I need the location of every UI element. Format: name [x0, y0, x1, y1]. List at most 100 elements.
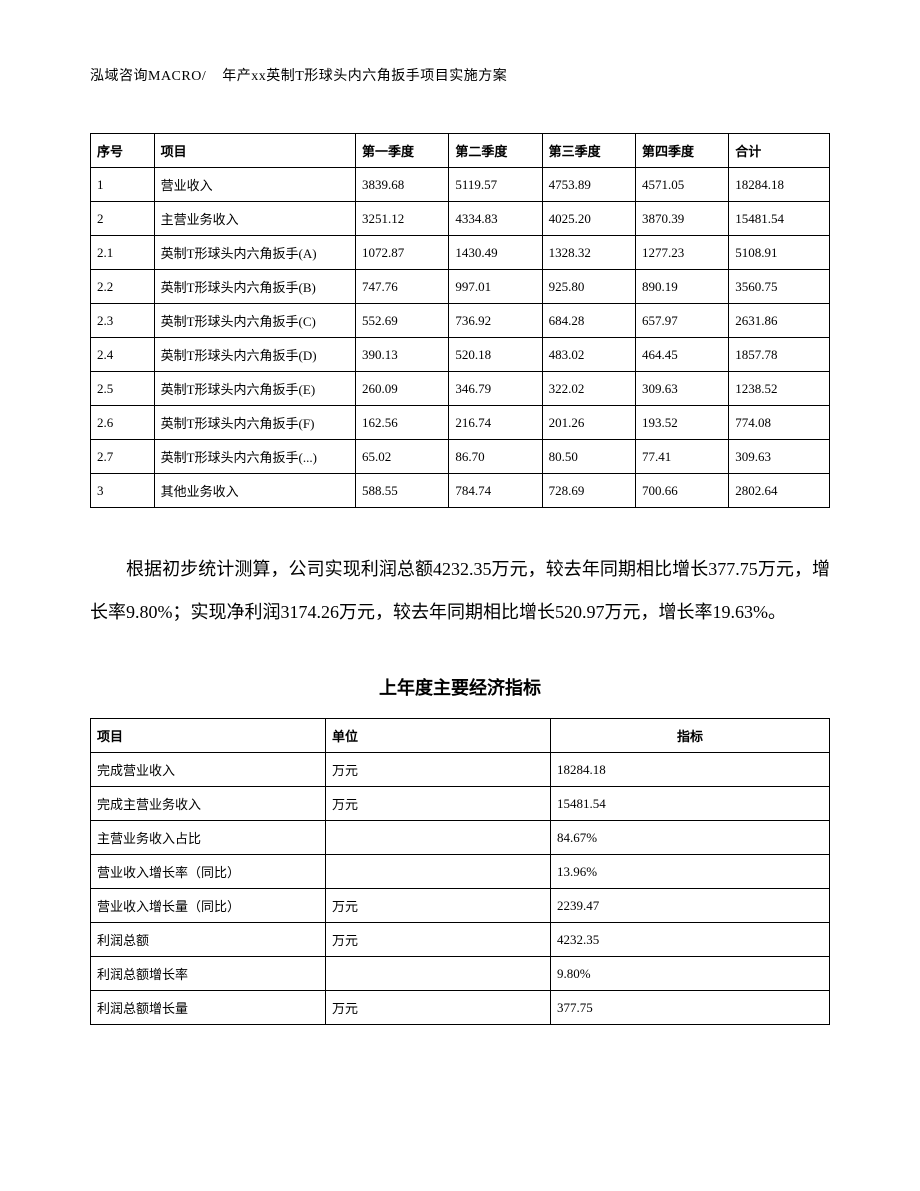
table-cell: 552.69 [356, 304, 449, 338]
table-cell: 483.02 [542, 338, 635, 372]
table-cell: 700.66 [635, 474, 728, 508]
table-row: 营业收入增长率（同比）13.96% [91, 855, 830, 889]
table-cell: 736.92 [449, 304, 542, 338]
table-cell: 997.01 [449, 270, 542, 304]
table-cell: 3 [91, 474, 155, 508]
table-cell: 3251.12 [356, 202, 449, 236]
page-header: 泓域咨询MACRO/ 年产xx英制T形球头内六角扳手项目实施方案 [90, 65, 830, 85]
table-cell: 3839.68 [356, 168, 449, 202]
table-cell: 3560.75 [729, 270, 830, 304]
table-cell: 营业收入增长率（同比） [91, 855, 326, 889]
table-cell: 利润总额 [91, 923, 326, 957]
table-cell: 英制T形球头内六角扳手(C) [154, 304, 355, 338]
table-header-row: 项目 单位 指标 [91, 719, 830, 753]
table-cell: 2.3 [91, 304, 155, 338]
table-cell [326, 855, 551, 889]
table-cell: 1072.87 [356, 236, 449, 270]
table-cell: 925.80 [542, 270, 635, 304]
table-cell: 完成营业收入 [91, 753, 326, 787]
table-row: 1营业收入3839.685119.574753.894571.0518284.1… [91, 168, 830, 202]
table-cell: 2.6 [91, 406, 155, 440]
table-cell: 2239.47 [551, 889, 830, 923]
table-row: 2.5英制T形球头内六角扳手(E)260.09346.79322.02309.6… [91, 372, 830, 406]
table-row: 2.4英制T形球头内六角扳手(D)390.13520.18483.02464.4… [91, 338, 830, 372]
table-row: 主营业务收入占比84.67% [91, 821, 830, 855]
table-cell: 162.56 [356, 406, 449, 440]
table-cell: 774.08 [729, 406, 830, 440]
table-cell: 5108.91 [729, 236, 830, 270]
col-header: 序号 [91, 134, 155, 168]
table-cell: 84.67% [551, 821, 830, 855]
col-header: 合计 [729, 134, 830, 168]
table-cell: 英制T形球头内六角扳手(A) [154, 236, 355, 270]
table-cell: 1328.32 [542, 236, 635, 270]
table-cell: 520.18 [449, 338, 542, 372]
table-cell: 其他业务收入 [154, 474, 355, 508]
table-cell: 英制T形球头内六角扳手(D) [154, 338, 355, 372]
table-cell [326, 957, 551, 991]
table-row: 完成主营业务收入万元15481.54 [91, 787, 830, 821]
table-cell: 309.63 [729, 440, 830, 474]
table-row: 2.6英制T形球头内六角扳手(F)162.56216.74201.26193.5… [91, 406, 830, 440]
table-cell: 英制T形球头内六角扳手(E) [154, 372, 355, 406]
table-cell: 2.2 [91, 270, 155, 304]
table-cell: 万元 [326, 787, 551, 821]
table-cell: 4025.20 [542, 202, 635, 236]
col-header: 第四季度 [635, 134, 728, 168]
table-row: 2.2英制T形球头内六角扳手(B)747.76997.01925.80890.1… [91, 270, 830, 304]
table-cell: 利润总额增长率 [91, 957, 326, 991]
table-cell: 322.02 [542, 372, 635, 406]
table-cell: 9.80% [551, 957, 830, 991]
table-cell: 377.75 [551, 991, 830, 1025]
table-cell: 2631.86 [729, 304, 830, 338]
table-cell: 747.76 [356, 270, 449, 304]
table-cell: 1430.49 [449, 236, 542, 270]
table-cell: 15481.54 [551, 787, 830, 821]
table-cell: 营业收入增长量（同比） [91, 889, 326, 923]
table-row: 2.7英制T形球头内六角扳手(...)65.0286.7080.5077.413… [91, 440, 830, 474]
table-row: 2主营业务收入3251.124334.834025.203870.3915481… [91, 202, 830, 236]
summary-paragraph: 根据初步统计测算，公司实现利润总额4232.35万元，较去年同期相比增长377.… [90, 548, 830, 634]
quarterly-revenue-table: 序号 项目 第一季度 第二季度 第三季度 第四季度 合计 1营业收入3839.6… [90, 133, 830, 508]
table-cell: 260.09 [356, 372, 449, 406]
table-row: 利润总额增长率 9.80% [91, 957, 830, 991]
table-cell: 英制T形球头内六角扳手(...) [154, 440, 355, 474]
table-row: 2.1英制T形球头内六角扳手(A)1072.871430.491328.3212… [91, 236, 830, 270]
table-cell: 4232.35 [551, 923, 830, 957]
table-cell: 2.1 [91, 236, 155, 270]
header-right: 年产xx英制T形球头内六角扳手项目实施方案 [222, 69, 507, 84]
header-left: 泓域咨询MACRO/ [90, 69, 206, 84]
col-header: 单位 [326, 719, 551, 753]
table-row: 利润总额增长量万元377.75 [91, 991, 830, 1025]
table-row: 2.3英制T形球头内六角扳手(C)552.69736.92684.28657.9… [91, 304, 830, 338]
table-cell: 684.28 [542, 304, 635, 338]
table-cell: 18284.18 [729, 168, 830, 202]
annual-indicators-table: 项目 单位 指标 完成营业收入万元18284.18完成主营业务收入万元15481… [90, 718, 830, 1025]
table-cell: 80.50 [542, 440, 635, 474]
table-cell: 英制T形球头内六角扳手(B) [154, 270, 355, 304]
table-cell: 万元 [326, 753, 551, 787]
table-cell: 201.26 [542, 406, 635, 440]
table-cell: 完成主营业务收入 [91, 787, 326, 821]
table-cell [326, 821, 551, 855]
table-cell: 15481.54 [729, 202, 830, 236]
table-cell: 利润总额增长量 [91, 991, 326, 1025]
table-cell: 万元 [326, 991, 551, 1025]
col-header: 第三季度 [542, 134, 635, 168]
table-cell: 309.63 [635, 372, 728, 406]
table-cell: 588.55 [356, 474, 449, 508]
table-cell: 464.45 [635, 338, 728, 372]
section-title: 上年度主要经济指标 [90, 674, 830, 700]
table-row: 利润总额万元4232.35 [91, 923, 830, 957]
table-cell: 18284.18 [551, 753, 830, 787]
table-cell: 4753.89 [542, 168, 635, 202]
table-cell: 5119.57 [449, 168, 542, 202]
table-cell: 英制T形球头内六角扳手(F) [154, 406, 355, 440]
table-row: 3其他业务收入588.55784.74728.69700.662802.64 [91, 474, 830, 508]
table-cell: 1857.78 [729, 338, 830, 372]
table-cell: 86.70 [449, 440, 542, 474]
table-cell: 2.4 [91, 338, 155, 372]
table-cell: 1277.23 [635, 236, 728, 270]
table-cell: 216.74 [449, 406, 542, 440]
table-cell: 万元 [326, 923, 551, 957]
